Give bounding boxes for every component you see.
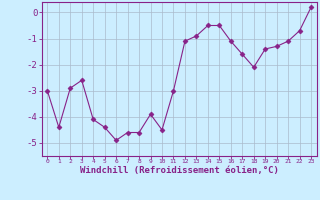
X-axis label: Windchill (Refroidissement éolien,°C): Windchill (Refroidissement éolien,°C): [80, 166, 279, 175]
